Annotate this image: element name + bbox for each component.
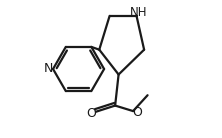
Text: NH: NH	[130, 6, 148, 19]
Text: O: O	[87, 107, 97, 120]
Text: N: N	[44, 63, 54, 75]
Text: O: O	[132, 106, 142, 119]
